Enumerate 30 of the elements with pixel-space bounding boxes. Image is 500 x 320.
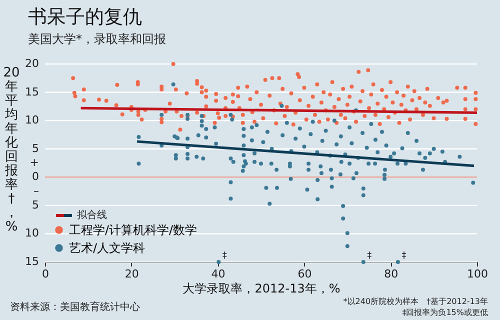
y-tick-label: 10 [25,114,39,127]
y-tick-label: 15 [25,255,39,268]
text: 资料来源：美国教育统计中心 [10,300,140,314]
text: *以240所院校为样本 [343,296,419,307]
y-tick-label: 20 [25,57,39,70]
x-tick-label: 40 [211,268,226,280]
x-tick-label: 0 [42,268,49,280]
x-tick-label: 20 [124,268,139,280]
annotation: ‡ [402,251,407,261]
annotation: ‡ [222,251,228,261]
x-tick-label: 80 [384,268,398,280]
y-tick-label: – [34,184,39,198]
annotation: ‡ [367,251,372,261]
y-tick-label: 10 [25,226,39,240]
text: †基于2012-13年 [426,296,488,307]
legend-label: 艺术/人文学科 [69,241,146,255]
x-axis-title: 大学录取率，2012-13年，% [182,282,340,296]
y-tick-label: 5 [32,198,39,212]
legend-label: 拟合线 [77,208,107,222]
chart-subtitle: 美国大学*，录取率和回报 [28,31,166,48]
text: ‡回报率为负15%或更低 [402,307,488,318]
y-tick-label: 5 [32,142,39,155]
x-tick-label: 60 [298,268,312,280]
chart-title: 书呆子的复仇 [28,5,142,30]
legend-label: 工程学/计算机科学/数学 [69,223,198,237]
y-tick-label: 0 [32,170,39,184]
text: 20年平均年化回报率†，% [3,66,20,234]
x-tick-label: 100 [467,268,488,280]
y-tick-label: + [30,156,39,169]
y-tick-label: 15 [25,85,39,98]
